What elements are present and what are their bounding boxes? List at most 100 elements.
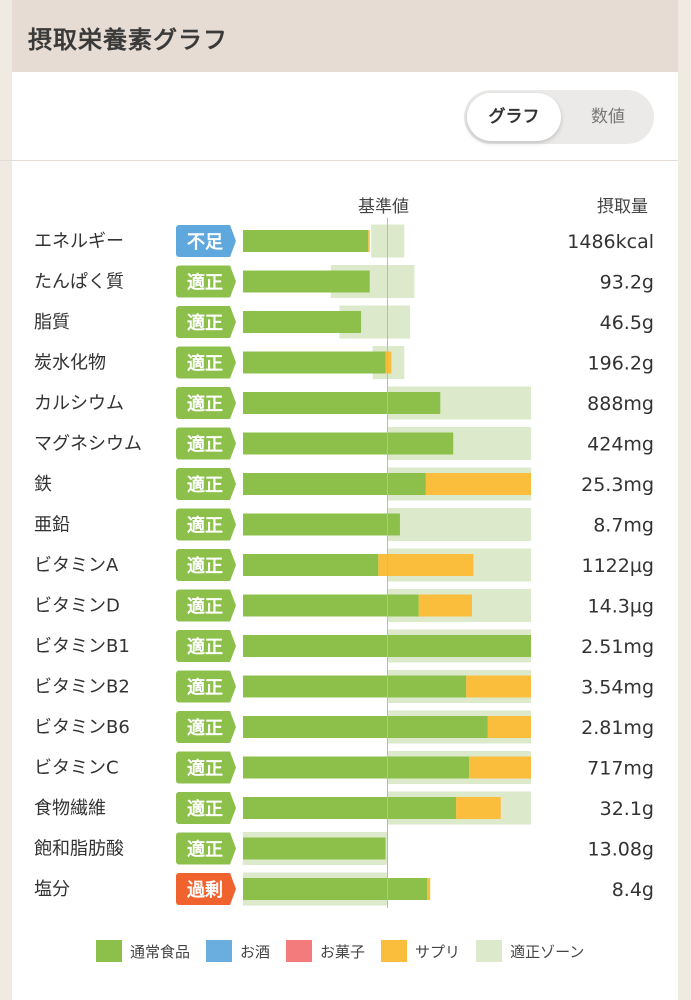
- bar-segment: [418, 594, 472, 617]
- section-divider: [12, 160, 678, 161]
- bar-segment: [425, 473, 531, 495]
- status-badge-label: 適正: [187, 758, 223, 780]
- amount-value: 2.81mg: [581, 717, 654, 739]
- status-badge-label: 適正: [187, 393, 223, 415]
- status-badge: [176, 225, 236, 257]
- bar-segment: [243, 473, 426, 495]
- amount-column-header: 摂取量: [597, 197, 648, 217]
- category-label: カルシウム: [34, 393, 124, 414]
- legend-item: お酒: [206, 940, 270, 962]
- legend: 通常食品 お酒 お菓子 サプリ 適正ゾーン: [96, 940, 600, 962]
- bar-segment: [243, 675, 467, 698]
- status-badge: [176, 711, 236, 743]
- page-title: 摂取栄養素グラフ: [28, 26, 228, 54]
- category-label: 塩分: [34, 879, 70, 900]
- legend-swatch: [476, 940, 503, 962]
- bar-segment: [243, 594, 419, 617]
- category-label: ビタミンB1: [34, 636, 130, 657]
- category-label: 飽和脂肪酸: [34, 839, 124, 860]
- bar-segment: [427, 878, 431, 900]
- amount-value: 3.54mg: [581, 677, 654, 699]
- status-badge: [176, 549, 236, 581]
- category-label: ビタミンC: [34, 758, 119, 779]
- category-label: 亜鉛: [34, 515, 70, 536]
- legend-item: 通常食品: [96, 940, 190, 962]
- card-header: 摂取栄養素グラフ: [12, 0, 678, 72]
- category-label: マグネシウム: [34, 434, 142, 455]
- amount-value: 25.3mg: [581, 474, 654, 496]
- category-label: 鉄: [34, 474, 52, 495]
- amount-value: 93.2g: [600, 272, 654, 294]
- category-label: たんぱく質: [34, 272, 124, 293]
- amount-value: 196.2g: [588, 353, 654, 375]
- legend-swatch: [381, 940, 408, 962]
- bar-segment: [456, 797, 501, 819]
- status-badge-label: 適正: [187, 677, 223, 699]
- bar-segment: [243, 311, 362, 333]
- status-badge-label: 適正: [187, 596, 223, 618]
- bar-segment: [243, 554, 379, 576]
- status-badge-label: 適正: [187, 312, 223, 334]
- status-badge-label: 適正: [187, 717, 223, 739]
- legend-label: 通常食品: [130, 942, 191, 961]
- bar-segment: [243, 230, 369, 252]
- status-badge-label: 適正: [187, 555, 223, 577]
- status-badge-label: 適正: [187, 636, 223, 658]
- bar-segment: [243, 351, 386, 374]
- amount-value: 8.7mg: [593, 515, 654, 537]
- amount-value: 8.4g: [612, 879, 654, 901]
- category-label: ビタミンB6: [34, 717, 130, 738]
- bar-segment: [469, 756, 531, 779]
- outer-divider: [0, 160, 12, 161]
- bar-segment: [243, 513, 400, 536]
- bar-segment: [368, 230, 370, 252]
- status-badge-label: 適正: [187, 353, 223, 375]
- status-badge-label: 適正: [187, 839, 223, 861]
- amount-value: 888mg: [587, 393, 654, 415]
- bar-segment: [385, 351, 392, 374]
- legend-label: お酒: [240, 942, 271, 961]
- amount-value: 46.5g: [600, 312, 654, 334]
- status-badge-label: 過剰: [187, 879, 223, 901]
- status-badge-label: 適正: [187, 798, 223, 820]
- legend-item: 適正ゾーン: [476, 940, 584, 962]
- zone-band: [387, 508, 531, 541]
- status-badge: [176, 387, 236, 419]
- view-toggle[interactable]: グラフ 数値: [464, 90, 654, 144]
- amount-value: 14.3µg: [588, 596, 654, 618]
- status-badge: [176, 427, 236, 460]
- status-badge: [176, 468, 236, 500]
- bar-segment: [243, 392, 441, 414]
- status-badge: [176, 832, 236, 865]
- legend-label: サプリ: [415, 942, 461, 961]
- legend-swatch: [206, 940, 233, 962]
- toggle-value-button[interactable]: 数値: [591, 107, 625, 127]
- reference-column-header: 基準値: [358, 197, 409, 217]
- status-badge-label: 適正: [187, 434, 223, 456]
- bar-segment: [466, 675, 531, 698]
- legend-item: サプリ: [381, 940, 460, 962]
- status-badge: [176, 630, 236, 662]
- amount-value: 32.1g: [600, 798, 654, 820]
- status-badge-label: 適正: [187, 272, 223, 294]
- status-badge: [176, 792, 236, 824]
- category-label: 炭水化物: [34, 353, 106, 374]
- bar-segment: [243, 432, 454, 455]
- bar-segment: [243, 797, 457, 819]
- status-badge: [176, 589, 236, 622]
- status-badge: [176, 508, 236, 541]
- legend-item: お菓子: [286, 940, 365, 962]
- category-label: ビタミンA: [34, 555, 119, 576]
- toggle-graph-button[interactable]: グラフ: [467, 93, 561, 141]
- bar-segment: [243, 716, 488, 738]
- amount-value: 2.51mg: [581, 636, 654, 658]
- status-badge: [176, 670, 236, 703]
- status-badge: [176, 751, 236, 784]
- amount-value: 1486kcal: [567, 231, 654, 253]
- status-badge: [176, 873, 236, 905]
- status-badge: [176, 346, 236, 379]
- category-label: 食物繊維: [34, 798, 106, 819]
- amount-value: 424mg: [587, 434, 654, 456]
- amount-value: 1122µg: [581, 555, 654, 577]
